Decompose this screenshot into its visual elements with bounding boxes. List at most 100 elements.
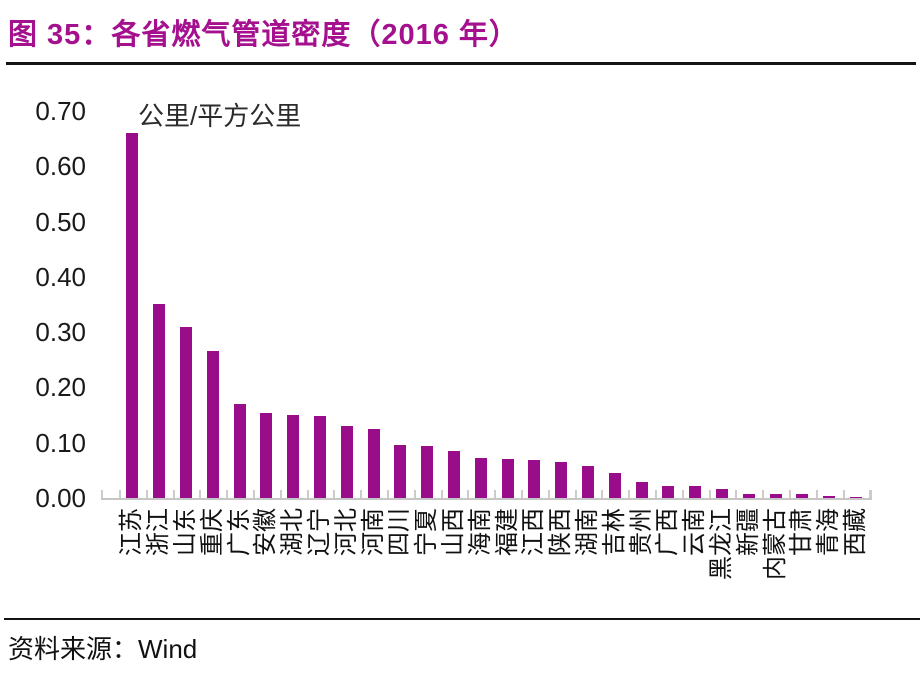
axis-tick	[360, 490, 363, 498]
bar-15	[501, 459, 514, 498]
x-axis-label: 吉林	[600, 508, 628, 556]
axis-tick	[226, 490, 229, 498]
axis-tick	[253, 490, 255, 498]
bar-chart: 公里/平方公里 0.70 0.60 0.50 0.40 0.30 0.20 0.10 0.00…	[0, 66, 924, 616]
bar-27	[823, 496, 836, 498]
x-axis-label: 辽宁	[306, 508, 333, 556]
bar-13	[448, 451, 460, 498]
axis-tick	[440, 490, 443, 498]
bar-16	[528, 460, 541, 498]
y-tick-label: 0.20	[35, 372, 86, 403]
source-label: 资料来源：	[8, 635, 139, 664]
bar-14	[474, 458, 487, 498]
x-axis-label: 江西	[520, 508, 548, 556]
bar-25	[769, 494, 782, 498]
axis-tick	[681, 490, 684, 498]
x-axis-label: 贵州	[627, 508, 655, 556]
bar-7	[287, 415, 300, 498]
footer-divider	[4, 618, 920, 620]
bar-12	[421, 446, 434, 498]
bar-11	[394, 445, 407, 498]
x-axis-label: 浙江	[145, 508, 173, 556]
bar-2	[153, 304, 166, 498]
axis-tick	[735, 490, 738, 498]
axis-tick	[413, 490, 416, 498]
axis-tick	[842, 490, 845, 498]
bar-21	[662, 486, 675, 498]
y-tick-label: 0.10	[35, 427, 86, 458]
source-note: 资料来源：Wind	[8, 629, 197, 666]
bar-1	[126, 133, 139, 498]
x-axis-label: 重庆	[198, 508, 226, 556]
bar-26	[796, 494, 809, 498]
bar-8	[314, 416, 326, 498]
y-tick-label: 0.70	[35, 96, 86, 126]
x-axis-label: 山东	[172, 508, 199, 556]
bar-5	[233, 404, 246, 498]
x-axis-label: 湖北	[279, 508, 307, 556]
axis-tick	[655, 490, 657, 498]
axis-tick	[762, 490, 765, 498]
axis-tick	[547, 490, 550, 498]
x-axis-label: 甘肃	[788, 508, 816, 556]
axis-tick	[494, 490, 497, 498]
axis-tick	[708, 490, 711, 498]
axis-tick	[870, 490, 872, 498]
y-tick-label: 0.40	[35, 261, 86, 292]
bar-18	[582, 466, 594, 498]
bar-20	[635, 482, 648, 498]
x-axis-label: 河南	[359, 508, 387, 556]
bar-28	[850, 497, 862, 498]
x-axis-line	[101, 498, 872, 500]
x-axis-label: 山西	[440, 508, 467, 556]
axis-tick	[574, 490, 577, 498]
bar-22	[689, 486, 702, 498]
y-tick-label: 0.60	[35, 151, 86, 182]
bar-4	[206, 351, 219, 498]
x-axis-label: 广东	[225, 508, 253, 556]
x-axis-label: 福建	[493, 508, 521, 556]
source-value: Wind	[138, 634, 198, 664]
x-axis-label: 新疆	[734, 508, 762, 556]
axis-tick	[467, 490, 470, 498]
bar-17	[555, 462, 568, 498]
x-axis-label: 湖南	[574, 508, 601, 556]
axis-tick	[333, 490, 336, 498]
y-tick-label: 0.00	[35, 483, 86, 513]
bar-6	[260, 413, 273, 498]
bar-10	[367, 429, 380, 498]
axis-tick	[172, 490, 175, 498]
axis-tick	[119, 490, 121, 498]
axis-tick	[101, 490, 103, 498]
axis-tick	[306, 490, 309, 498]
axis-tick	[601, 490, 604, 498]
axis-tick	[628, 490, 631, 498]
bar-24	[742, 494, 755, 498]
x-axis-label: 西藏	[842, 508, 869, 556]
x-axis-label: 云南	[681, 508, 709, 556]
axis-tick	[145, 490, 148, 498]
x-axis-label: 黑龙江	[708, 508, 735, 580]
x-axis-label: 宁夏	[413, 508, 441, 556]
x-axis-label: 广西	[654, 508, 682, 556]
x-axis-label: 青海	[815, 508, 843, 556]
x-axis-label: 河北	[332, 508, 360, 556]
axis-tick	[199, 490, 202, 498]
y-axis-unit-label: 公里/平方公里	[138, 101, 302, 131]
x-axis-label: 内蒙古	[761, 508, 789, 580]
x-axis-label: 海南	[466, 508, 494, 556]
bar-23	[716, 489, 728, 498]
bar-3	[180, 327, 192, 498]
y-tick-label: 0.50	[35, 206, 86, 237]
axis-tick	[789, 490, 791, 498]
axis-tick	[387, 490, 389, 498]
x-axis-label: 安徽	[252, 508, 280, 556]
x-axis-label: 江苏	[118, 508, 146, 556]
x-axis-label: 陕西	[547, 508, 575, 556]
y-tick-label: 0.30	[35, 317, 86, 348]
bar-9	[340, 426, 353, 498]
title-divider	[6, 62, 916, 65]
x-axis-label: 四川	[386, 508, 414, 556]
axis-tick	[521, 490, 523, 498]
